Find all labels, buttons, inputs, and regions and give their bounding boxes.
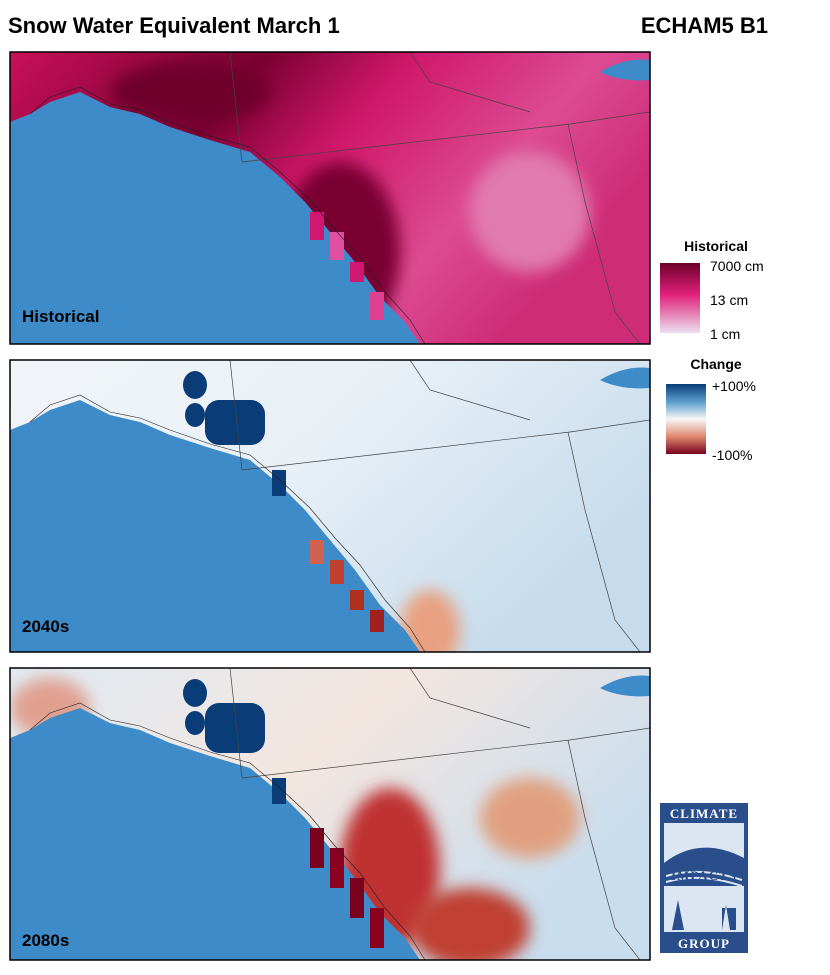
legend-label: 13 cm xyxy=(710,292,748,308)
map-panel: Historical xyxy=(9,51,651,345)
legend-title: Change xyxy=(690,356,742,372)
legend-label: -100% xyxy=(712,447,752,463)
legend-label: 1 cm xyxy=(710,326,740,342)
logo-text: IMPACTS xyxy=(671,868,737,883)
panel-label: 2080s xyxy=(22,931,69,950)
title: Snow Water Equivalent March 1 xyxy=(8,13,340,38)
legend-label: +100% xyxy=(712,378,756,394)
legend-historical: Historical 7000 cm 13 cm 1 cm xyxy=(660,238,764,342)
logo: CLIMATE IMPACTS GROUP xyxy=(660,803,748,953)
legend-title: Historical xyxy=(684,238,748,254)
panel-label: 2040s xyxy=(22,617,69,636)
map-panel: 2080s xyxy=(9,667,651,961)
logo-text: CLIMATE xyxy=(670,806,738,821)
legend-change: Change +100% -100% xyxy=(666,356,756,463)
legend-label: 7000 cm xyxy=(710,258,764,274)
map-panel: 2040s xyxy=(9,359,651,653)
logo-text: GROUP xyxy=(678,936,730,951)
panel-label: Historical xyxy=(22,307,99,326)
model-name: ECHAM5 B1 xyxy=(641,13,768,38)
